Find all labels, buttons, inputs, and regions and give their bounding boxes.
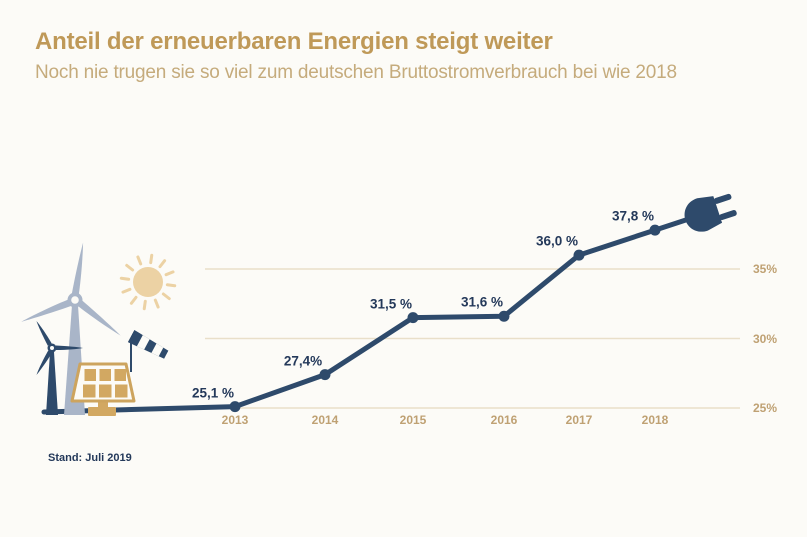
- sun-ray: [125, 263, 135, 272]
- trend-line: [41, 212, 704, 415]
- sun-ray: [142, 299, 147, 311]
- sun-ray: [129, 295, 138, 305]
- page-title: Anteil der erneuerbaren Energien steigt …: [35, 28, 553, 55]
- sun-icon: [119, 253, 177, 311]
- year-label-2017: 2017: [565, 413, 593, 427]
- sun-rays: [119, 253, 177, 311]
- sun-ray: [158, 259, 167, 269]
- value-label-2014: 27,4%: [283, 353, 323, 369]
- data-point-2014: [319, 369, 331, 381]
- page-subtitle: Noch nie trugen sie so viel zum deutsche…: [35, 62, 677, 83]
- value-label-2018: 37,8 %: [611, 208, 655, 224]
- sun-ray: [165, 283, 177, 288]
- ytick-label-35: 35%: [753, 262, 778, 276]
- header: Anteil der erneuerbaren Energien steigt …: [35, 28, 677, 84]
- year-label-2015: 2015: [399, 413, 427, 427]
- data-point-2013: [229, 401, 241, 413]
- power-plug-icon: [684, 193, 737, 232]
- ytick-label-25: 25%: [753, 401, 778, 415]
- value-label-2017: 36,0 %: [535, 233, 579, 249]
- year-label-2016: 2016: [490, 413, 518, 427]
- value-label-2016: 31,6 %: [460, 294, 504, 310]
- year-label-2018: 2018: [641, 413, 669, 427]
- value-label-2015: 31,5 %: [369, 296, 413, 312]
- sun-ray: [121, 287, 132, 294]
- line-series: [41, 212, 704, 415]
- data-point-2015: [407, 312, 419, 324]
- gridlines: [205, 268, 740, 409]
- data-point-2016: [498, 310, 510, 322]
- sun-ray: [136, 255, 143, 266]
- ytick-label-30: 30%: [753, 331, 778, 346]
- sun-ray: [161, 292, 171, 301]
- sun-ray: [164, 270, 175, 277]
- data-point-2017: [573, 249, 585, 261]
- sun-ray: [149, 253, 154, 265]
- sun-ray: [119, 276, 131, 281]
- data-point-2018: [649, 224, 661, 236]
- value-label-2013: 25,1 %: [191, 385, 235, 401]
- solar-panel-icon: [70, 362, 136, 416]
- wind-turbine-small-icon: [36, 321, 83, 415]
- illustration: [21, 242, 177, 416]
- sun-ray: [153, 298, 160, 309]
- footnote-stand: Stand: Juli 2019: [48, 452, 132, 464]
- windsock-icon: [127, 329, 170, 372]
- year-label-2013: 2013: [221, 413, 249, 427]
- year-label-2014: 2014: [311, 413, 339, 427]
